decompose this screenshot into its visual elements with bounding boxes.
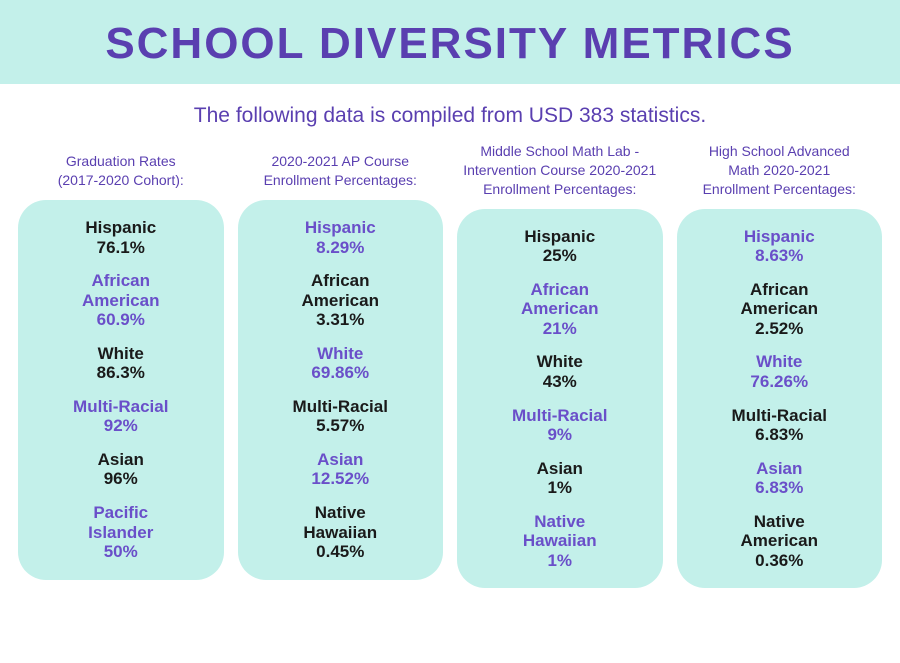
entry-label: Asian: [755, 459, 803, 479]
metric-entry: AfricanAmerican21%: [521, 280, 598, 339]
metric-entry: Asian1%: [537, 459, 583, 498]
entry-label: AfricanAmerican: [302, 271, 379, 310]
entry-value: 6.83%: [755, 478, 803, 498]
entry-label: Hispanic: [744, 227, 815, 247]
metric-entry: Multi-Racial92%: [73, 397, 168, 436]
entry-label: White: [311, 344, 369, 364]
entry-value: 1%: [523, 551, 597, 571]
entry-value: 0.36%: [741, 551, 818, 571]
metric-entry: AfricanAmerican60.9%: [82, 271, 159, 330]
metric-card: Hispanic76.1% AfricanAmerican60.9% White86…: [18, 200, 224, 580]
entry-label: Multi-Racial: [73, 397, 168, 417]
column-header: 2020-2021 AP CourseEnrollment Percentage…: [258, 142, 423, 200]
entry-label: Multi-Racial: [293, 397, 388, 417]
entry-label: Multi-Racial: [512, 406, 607, 426]
entry-label: Asian: [537, 459, 583, 479]
entry-label: NativeHawaiian: [303, 503, 377, 542]
entry-value: 9%: [512, 425, 607, 445]
entry-label: Multi-Racial: [732, 406, 827, 426]
entry-value: 25%: [524, 246, 595, 266]
metric-entry: NativeAmerican0.36%: [741, 512, 818, 571]
entry-value: 12.52%: [311, 469, 369, 489]
entry-label: AfricanAmerican: [82, 271, 159, 310]
header-band: SCHOOL DIVERSITY METRICS: [0, 0, 900, 84]
entry-label: Hispanic: [305, 218, 376, 238]
entry-value: 2.52%: [741, 319, 818, 339]
entry-label: NativeAmerican: [741, 512, 818, 551]
entry-label: Asian: [311, 450, 369, 470]
metric-entry: White86.3%: [97, 344, 145, 383]
entry-value: 43%: [537, 372, 583, 392]
metric-column: High School AdvancedMath 2020-2021Enroll…: [677, 142, 883, 588]
metric-column: Graduation Rates(2017-2020 Cohort):Hispa…: [18, 142, 224, 588]
metric-entry: Asian6.83%: [755, 459, 803, 498]
metric-entry: PacificIslander50%: [88, 503, 153, 562]
entry-value: 0.45%: [303, 542, 377, 562]
page-title: SCHOOL DIVERSITY METRICS: [0, 22, 900, 66]
metric-card: Hispanic25% AfricanAmerican21% White43% Mul…: [457, 209, 663, 589]
metric-entry: Asian96%: [98, 450, 144, 489]
column-header: Middle School Math Lab -Intervention Cou…: [457, 142, 662, 209]
entry-value: 21%: [521, 319, 598, 339]
metric-card: Hispanic8.29% AfricanAmerican3.31% White69…: [238, 200, 444, 580]
metric-entry: Multi-Racial6.83%: [732, 406, 827, 445]
entry-label: NativeHawaiian: [523, 512, 597, 551]
metric-entry: Hispanic76.1%: [85, 218, 156, 257]
page-subtitle: The following data is compiled from USD …: [0, 84, 900, 142]
entry-label: Hispanic: [85, 218, 156, 238]
entry-value: 5.57%: [293, 416, 388, 436]
entry-label: AfricanAmerican: [521, 280, 598, 319]
entry-value: 3.31%: [302, 310, 379, 330]
metric-entry: Hispanic8.29%: [305, 218, 376, 257]
entry-value: 60.9%: [82, 310, 159, 330]
entry-value: 8.29%: [305, 238, 376, 258]
columns-container: Graduation Rates(2017-2020 Cohort):Hispa…: [0, 142, 900, 588]
metric-entry: Hispanic25%: [524, 227, 595, 266]
entry-value: 96%: [98, 469, 144, 489]
entry-value: 50%: [88, 542, 153, 562]
entry-label: White: [97, 344, 145, 364]
entry-label: Asian: [98, 450, 144, 470]
entry-value: 1%: [537, 478, 583, 498]
metric-entry: NativeHawaiian1%: [523, 512, 597, 571]
entry-value: 76.26%: [750, 372, 808, 392]
entry-value: 86.3%: [97, 363, 145, 383]
metric-entry: Hispanic8.63%: [744, 227, 815, 266]
metric-column: 2020-2021 AP CourseEnrollment Percentage…: [238, 142, 444, 588]
metric-entry: Asian12.52%: [311, 450, 369, 489]
entry-value: 92%: [73, 416, 168, 436]
column-header: High School AdvancedMath 2020-2021Enroll…: [697, 142, 862, 209]
metric-entry: NativeHawaiian0.45%: [303, 503, 377, 562]
column-header: Graduation Rates(2017-2020 Cohort):: [52, 142, 190, 200]
metric-entry: White43%: [537, 352, 583, 391]
entry-label: PacificIslander: [88, 503, 153, 542]
entry-value: 69.86%: [311, 363, 369, 383]
metric-entry: Multi-Racial5.57%: [293, 397, 388, 436]
metric-column: Middle School Math Lab -Intervention Cou…: [457, 142, 663, 588]
entry-value: 76.1%: [85, 238, 156, 258]
metric-entry: White76.26%: [750, 352, 808, 391]
entry-value: 8.63%: [744, 246, 815, 266]
entry-value: 6.83%: [732, 425, 827, 445]
entry-label: White: [750, 352, 808, 372]
entry-label: AfricanAmerican: [741, 280, 818, 319]
metric-entry: AfricanAmerican3.31%: [302, 271, 379, 330]
metric-entry: White69.86%: [311, 344, 369, 383]
entry-label: White: [537, 352, 583, 372]
metric-card: Hispanic8.63% AfricanAmerican2.52% White76…: [677, 209, 883, 589]
entry-label: Hispanic: [524, 227, 595, 247]
metric-entry: AfricanAmerican2.52%: [741, 280, 818, 339]
metric-entry: Multi-Racial9%: [512, 406, 607, 445]
